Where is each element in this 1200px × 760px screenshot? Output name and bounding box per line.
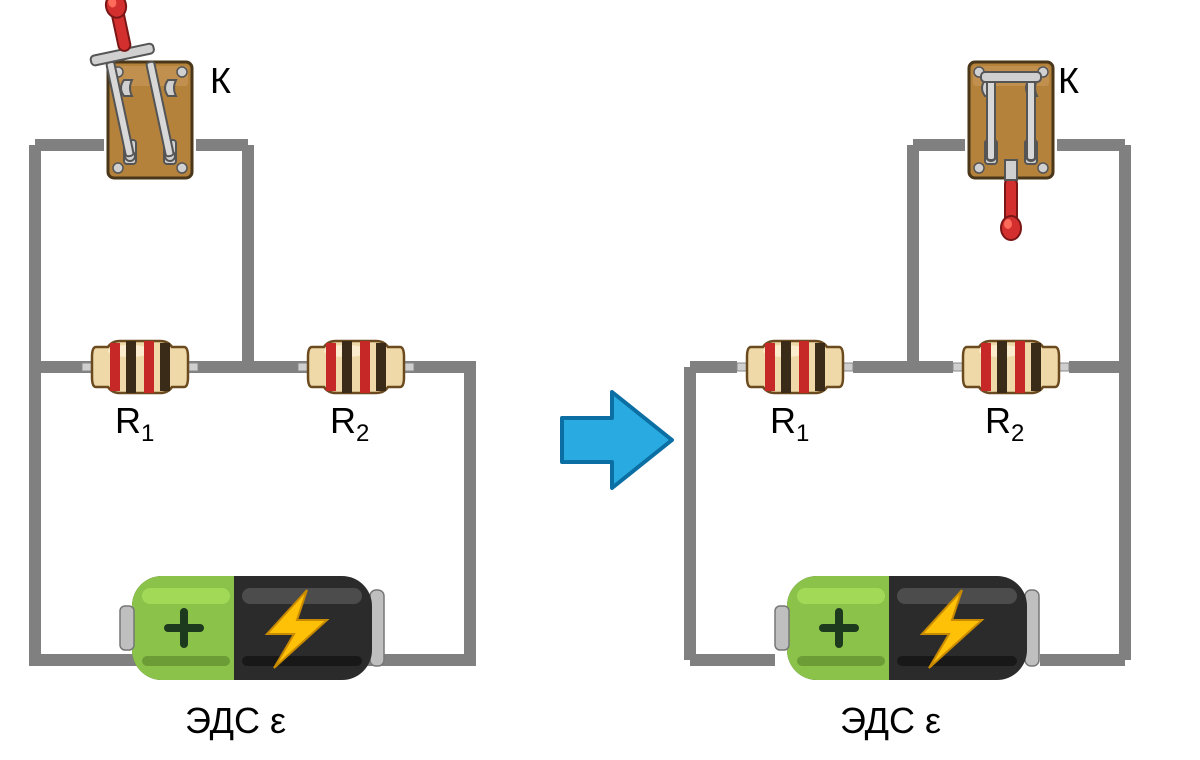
transition-arrow bbox=[562, 392, 672, 488]
circuit-diagram bbox=[0, 0, 1200, 755]
label-r1-right: R1 bbox=[770, 400, 809, 448]
battery-right bbox=[775, 576, 1039, 680]
label-k-left: К bbox=[210, 60, 231, 102]
label-r1-left: R1 bbox=[115, 400, 154, 448]
label-r2-left: R2 bbox=[330, 400, 369, 448]
resistor-r1-left bbox=[82, 341, 198, 393]
resistor-r2-right bbox=[953, 341, 1069, 393]
label-r2-right: R2 bbox=[985, 400, 1024, 448]
switch-right-closed bbox=[969, 62, 1053, 240]
switch-left-open bbox=[90, 0, 192, 178]
label-emf-right: ЭДС ε bbox=[840, 700, 941, 742]
battery-left bbox=[120, 576, 384, 680]
resistor-r1-right bbox=[737, 341, 853, 393]
circuit-left bbox=[35, 0, 470, 680]
label-emf-left: ЭДС ε bbox=[185, 700, 286, 742]
label-k-right: К bbox=[1058, 60, 1079, 102]
resistor-r2-left bbox=[298, 341, 414, 393]
circuit-right bbox=[690, 62, 1125, 680]
